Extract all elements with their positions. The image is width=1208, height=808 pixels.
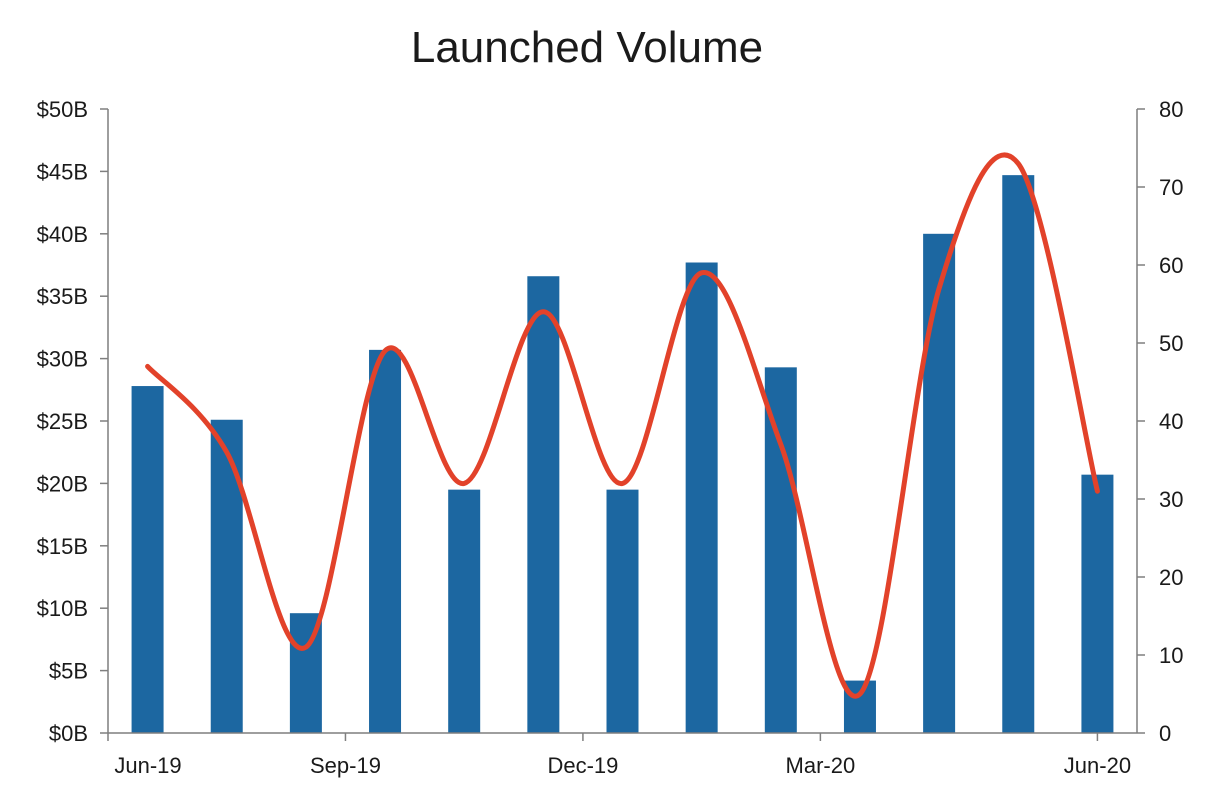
bar xyxy=(448,489,481,733)
bar xyxy=(369,349,402,733)
left-tick-label: $45B xyxy=(37,159,88,184)
right-tick-label: 50 xyxy=(1159,331,1183,356)
bar-series xyxy=(131,175,1114,734)
x-tick-label: Dec-19 xyxy=(547,753,618,778)
series-line xyxy=(145,152,1100,699)
axes: $0B $5B $10B $15B $20B $25B $30B $35B $40B $45B $5… xyxy=(37,97,1184,778)
left-tick-label: $25B xyxy=(37,409,88,434)
x-tick-label: Sep-19 xyxy=(310,753,381,778)
left-tick-label: $30B xyxy=(37,347,88,372)
bar xyxy=(210,419,243,733)
left-tick-label: $10B xyxy=(37,596,88,621)
left-tick-label: $35B xyxy=(37,284,88,309)
bar xyxy=(1081,474,1114,733)
right-tick-label: 10 xyxy=(1159,643,1183,668)
right-tick-label: 70 xyxy=(1159,175,1183,200)
right-tick-label: 60 xyxy=(1159,253,1183,278)
bar xyxy=(923,233,956,734)
left-tick-label: $0B xyxy=(49,721,88,746)
left-tick-label: $20B xyxy=(37,471,88,496)
bar xyxy=(685,262,718,733)
x-tick-label: Jun-19 xyxy=(114,753,181,778)
right-tick-label: 20 xyxy=(1159,565,1183,590)
left-tick-label: $50B xyxy=(37,97,88,122)
right-tick-label: 40 xyxy=(1159,409,1183,434)
bar xyxy=(764,367,797,733)
right-tick-label: 80 xyxy=(1159,97,1183,122)
bar xyxy=(1002,175,1035,734)
right-tick-label: 30 xyxy=(1159,487,1183,512)
left-tick-label: $40B xyxy=(37,222,88,247)
x-tick-label: Jun-20 xyxy=(1064,753,1131,778)
bar xyxy=(527,276,560,733)
x-tick-label: Mar-20 xyxy=(786,753,856,778)
left-tick-label: $5B xyxy=(49,659,88,684)
chart-title: Launched Volume xyxy=(411,23,763,72)
left-tick-label: $15B xyxy=(37,534,88,559)
bar xyxy=(606,489,639,733)
line-series xyxy=(145,152,1100,699)
bar xyxy=(131,386,164,733)
right-tick-label: 0 xyxy=(1159,721,1171,746)
